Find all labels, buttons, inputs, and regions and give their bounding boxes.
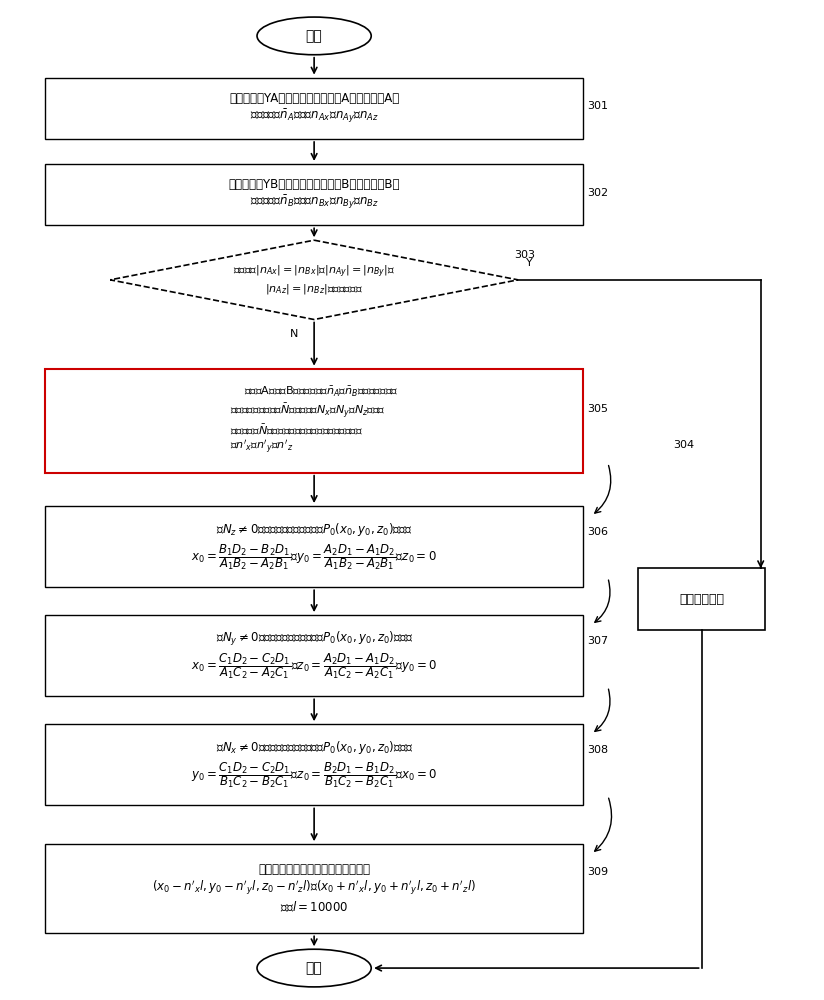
Text: 开始: 开始: [306, 29, 322, 43]
Text: 307: 307: [588, 636, 608, 646]
FancyBboxPatch shape: [639, 568, 765, 630]
Text: 两平面理论交线段的两个端点分别为
$(x_0-n'_x l,y_0-n'_y l,z_0-n'_z l)$，$(x_0+n'_x l,y_0+n'_y l,z_: 两平面理论交线段的两个端点分别为 $(x_0-n'_x l,y_0-n'_y l…: [152, 863, 476, 914]
Text: 若$N_y\neq 0$，求出交线上的一点记为$P_0(x_0,y_0,z_0)$，这里
$x_0=\dfrac{C_1D_2-C_2D_1}{A_1C_2-A: 若$N_y\neq 0$，求出交线上的一点记为$P_0(x_0,y_0,z_0)…: [191, 630, 437, 681]
Text: 结束: 结束: [306, 961, 322, 975]
Text: 将平面方程YA表示的平面记为平面A，求出平面A的
单位法向量$\bar{n}_A$的分量$n_{Ax}$，$n_{Ay}$，$n_{Az}$: 将平面方程YA表示的平面记为平面A，求出平面A的 单位法向量$\bar{n}_A…: [229, 92, 400, 125]
Text: Y: Y: [527, 258, 533, 268]
Text: 两平面无交线: 两平面无交线: [679, 593, 724, 606]
Text: 将平面方程YB表示的平面记为平面B，求出平面B的
单位法向量$\bar{n}_B$的分量$n_{Bx}$，$n_{By}$，$n_{Bz}$: 将平面方程YB表示的平面记为平面B，求出平面B的 单位法向量$\bar{n}_B…: [228, 178, 400, 211]
Text: 对平面A和平面B的单位法向量$\bar{n}_A$和$\bar{n}_B$作矢量积运算，
得到交线的方向向量$\bar{N}$的三个分量$N_x$，$N_y$，: 对平面A和平面B的单位法向量$\bar{n}_A$和$\bar{n}_B$作矢量…: [230, 385, 398, 456]
Text: 306: 306: [588, 527, 608, 537]
FancyBboxPatch shape: [45, 844, 583, 933]
FancyBboxPatch shape: [45, 615, 583, 696]
Text: 301: 301: [588, 101, 608, 111]
Text: 308: 308: [588, 745, 608, 755]
Text: N: N: [289, 329, 298, 339]
Text: 305: 305: [588, 404, 608, 414]
Ellipse shape: [257, 949, 372, 987]
Text: 若$N_z\neq 0$，求出交线上的一点记为$P_0(x_0,y_0,z_0)$，这里
$x_0=\dfrac{B_1D_2-B_2D_1}{A_1B_2-A: 若$N_z\neq 0$，求出交线上的一点记为$P_0(x_0,y_0,z_0)…: [191, 521, 437, 572]
Text: 304: 304: [673, 440, 694, 450]
Text: 303: 303: [514, 250, 535, 260]
Polygon shape: [110, 240, 518, 320]
Text: 309: 309: [588, 867, 608, 877]
FancyBboxPatch shape: [45, 78, 583, 139]
Ellipse shape: [257, 17, 372, 55]
FancyBboxPatch shape: [45, 506, 583, 587]
Text: 若$N_x\neq 0$，求出交线上的一点记为$P_0(x_0,y_0,z_0)$，这里
$y_0=\dfrac{C_1D_2-C_2D_1}{B_1C_2-B: 若$N_x\neq 0$，求出交线上的一点记为$P_0(x_0,y_0,z_0)…: [191, 739, 437, 790]
FancyBboxPatch shape: [45, 724, 583, 805]
Text: 判断等式$|n_{Ax}|=|n_{Bx}|$，$|n_{Ay}|=|n_{By}|$，
$|n_{Az}|=|n_{Bz}|$是否同时成立: 判断等式$|n_{Ax}|=|n_{Bx}|$，$|n_{Ay}|=|n_{By…: [233, 264, 396, 296]
FancyBboxPatch shape: [45, 164, 583, 225]
FancyBboxPatch shape: [45, 369, 583, 473]
Text: 302: 302: [588, 188, 608, 198]
